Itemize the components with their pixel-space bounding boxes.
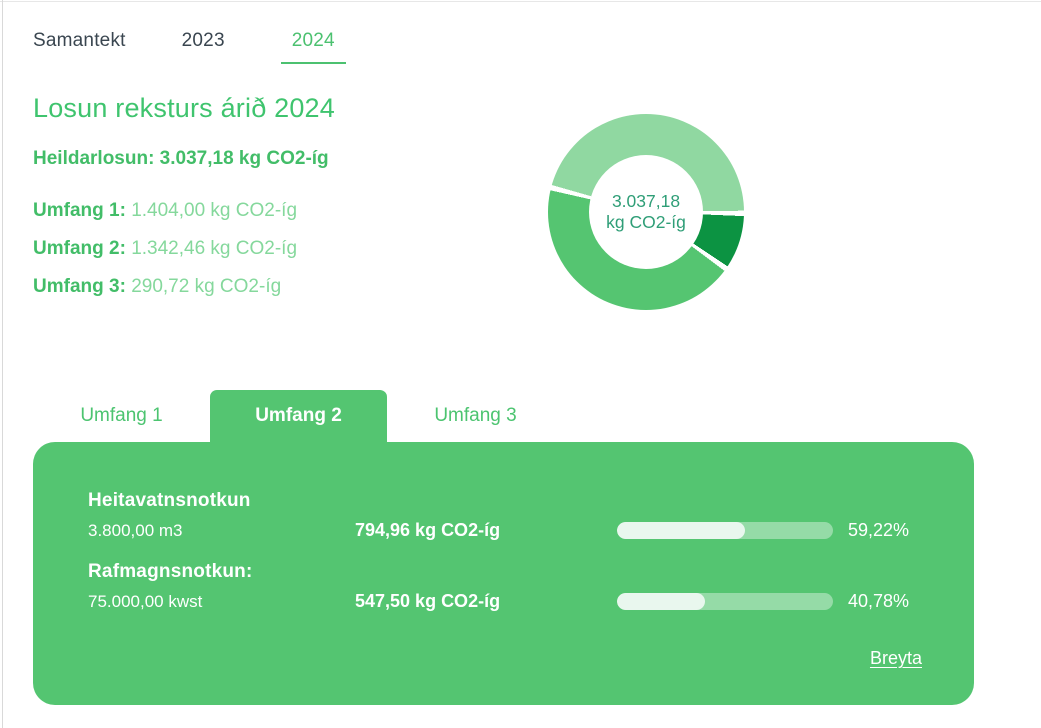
content-top-border (0, 1, 1041, 2)
tab-umfang-3[interactable]: Umfang 3 (434, 405, 517, 426)
scope-2-value: 1.342,46 kg CO2-íg (131, 238, 298, 259)
page-title: Losun reksturs árið 2024 (33, 93, 335, 123)
scope-2-line: Umfang 2: 1.342,46 kg CO2-íg (33, 239, 335, 258)
usage-progress-fill (617, 522, 745, 539)
scope-3-line: Umfang 3: 290,72 kg CO2-íg (33, 277, 335, 296)
usage-row: Heitavatnsnotkun 3.800,00 m3 794,96 kg C… (88, 490, 922, 541)
usage-amount: 3.800,00 m3 (88, 520, 183, 540)
year-tab-bar: Samantekt 2023 2024 (33, 30, 346, 64)
scope-3-value: 290,72 kg CO2-íg (131, 276, 282, 297)
scope-1-label: Umfang 1: (33, 200, 126, 221)
tab-2024[interactable]: 2024 (280, 30, 346, 64)
emissions-donut-chart: 3.037,18 kg CO2-íg (548, 114, 744, 310)
total-emissions-line: Heildarlosun: 3.037,18 kg CO2-íg (33, 148, 329, 169)
usage-progress-bar (617, 522, 833, 539)
usage-amount: 75.000,00 kwst (88, 591, 203, 611)
tab-umfang-1[interactable]: Umfang 1 (80, 405, 163, 426)
donut-center-unit: kg CO2-íg (606, 212, 686, 232)
usage-row: Rafmagnsnotkun: 75.000,00 kwst 547,50 kg… (88, 561, 922, 612)
usage-progress-fill (617, 593, 706, 610)
scope-1-line: Umfang 1: 1.404,00 kg CO2-íg (33, 201, 335, 220)
usage-title: Rafmagnsnotkun: (88, 561, 253, 582)
donut-center-total: 3.037,18 (611, 191, 681, 211)
emissions-summary: Losun reksturs árið 2024 Heildarlosun: 3… (33, 92, 335, 315)
edit-link[interactable]: Breyta (869, 648, 922, 668)
tab-samantekt[interactable]: Samantekt (33, 30, 126, 51)
donut-center-label: 3.037,18 kg CO2-íg (589, 155, 703, 269)
scope-3-label: Umfang 3: (33, 276, 126, 297)
usage-percent: 40,78% (848, 591, 910, 611)
tab-umfang-2[interactable]: Umfang 2 (210, 390, 387, 442)
usage-title: Heitavatnsnotkun (88, 490, 251, 511)
scope-tab-bar: Umfang 1 Umfang 2 Umfang 3 (33, 390, 564, 442)
scope-1-value: 1.404,00 kg CO2-íg (131, 200, 298, 221)
usage-progress-bar (617, 593, 833, 610)
content-left-border (2, 0, 3, 728)
usage-percent: 59,22% (848, 520, 910, 540)
tab-2023[interactable]: 2023 (181, 30, 225, 51)
scope-detail-panel: Heitavatnsnotkun 3.800,00 m3 794,96 kg C… (33, 442, 974, 705)
scope-2-label: Umfang 2: (33, 238, 126, 259)
usage-emission: 794,96 kg CO2-íg (355, 520, 501, 540)
usage-emission: 547,50 kg CO2-íg (355, 591, 501, 611)
